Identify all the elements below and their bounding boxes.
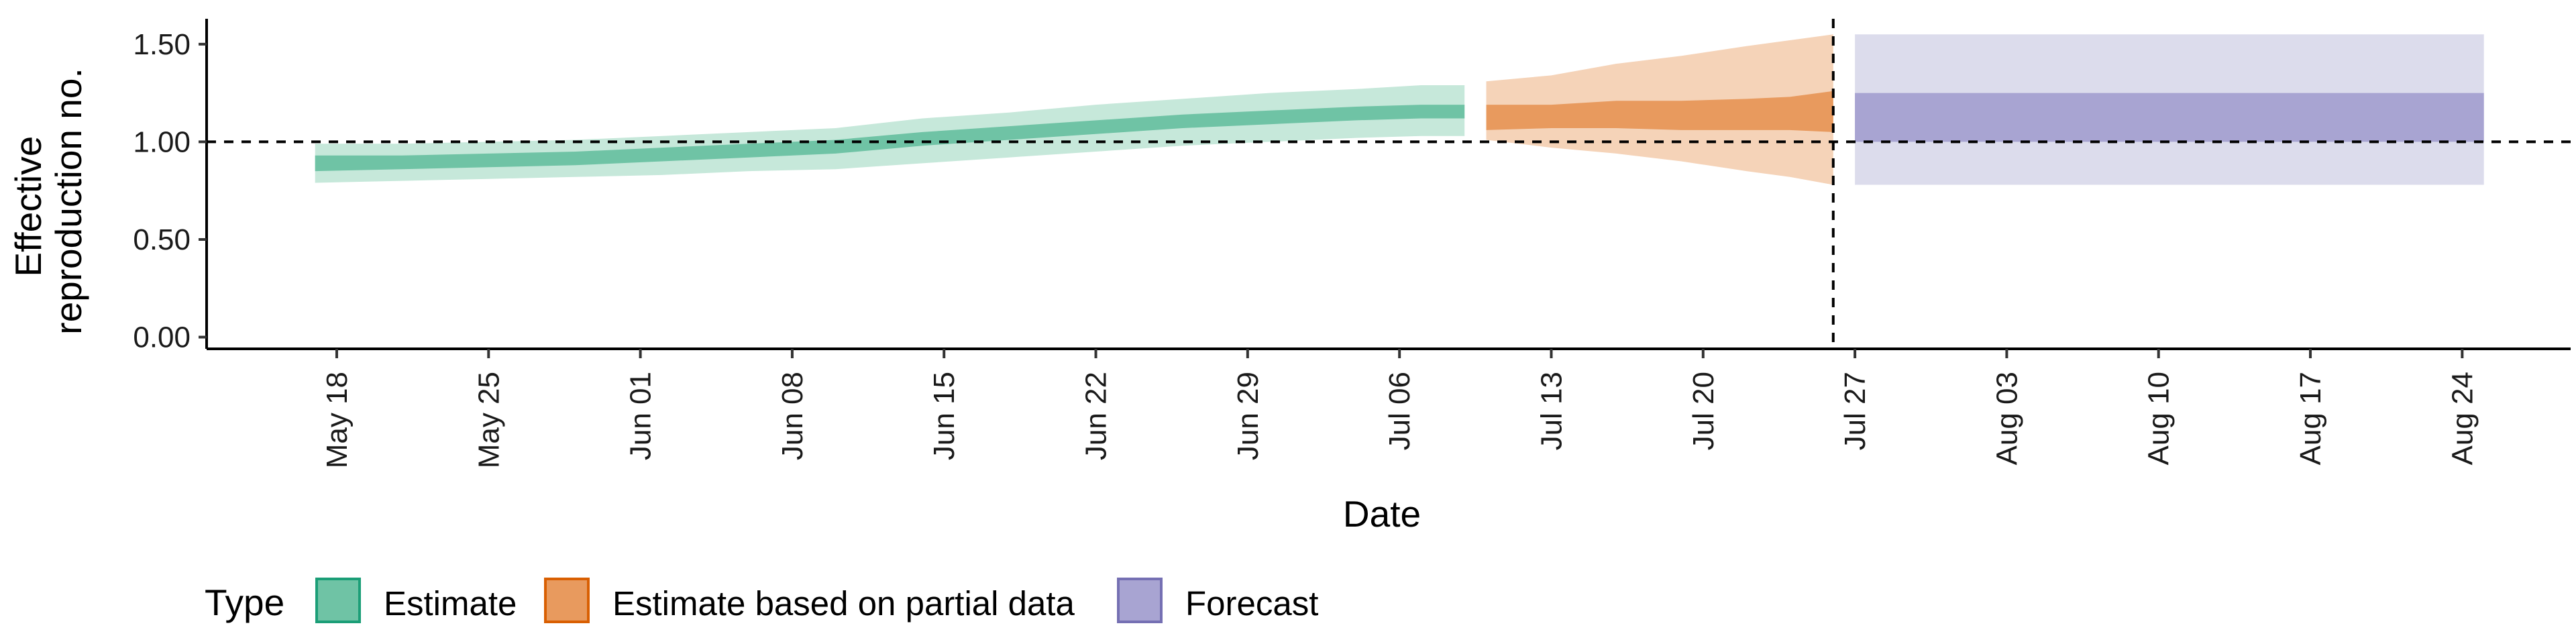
legend-key-forecast bbox=[1117, 578, 1163, 623]
legend: Type Estimate Estimate based on partial d… bbox=[205, 578, 1318, 623]
x-tick-label: Jun 08 bbox=[776, 372, 809, 460]
legend-label-estimate: Estimate bbox=[384, 584, 517, 623]
legend-key-estimate-based-on-partial-data bbox=[544, 578, 590, 623]
y-tick-label: 0.00 bbox=[133, 321, 191, 354]
x-tick-label: Jul 06 bbox=[1383, 372, 1416, 450]
y-tick-label: 1.00 bbox=[133, 125, 191, 158]
reference-lines bbox=[207, 19, 2571, 349]
bands-layer bbox=[315, 34, 2484, 185]
x-tick-label: Aug 24 bbox=[2446, 372, 2479, 465]
y-tick-label: 0.50 bbox=[133, 223, 191, 256]
legend-label-estimate-based-on-partial-data: Estimate based on partial data bbox=[612, 584, 1075, 623]
legend-label-forecast: Forecast bbox=[1185, 584, 1318, 623]
x-tick-label: Jun 29 bbox=[1232, 372, 1265, 460]
legend-title: Type bbox=[205, 582, 284, 623]
y-axis-title: Effective reproduction no. bbox=[7, 68, 89, 335]
x-tick-label: Aug 17 bbox=[2294, 372, 2327, 465]
x-tick-label: May 25 bbox=[472, 372, 505, 468]
x-tick-label: Jul 13 bbox=[1536, 372, 1568, 450]
x-tick-label: Jul 27 bbox=[1839, 372, 1872, 450]
x-tick-label: Jun 01 bbox=[625, 372, 657, 460]
x-axis-title: Date bbox=[1343, 493, 1421, 535]
x-tick-label: Aug 10 bbox=[2143, 372, 2176, 465]
svg-text:Effective reproduction n: Effective reproduction no. bbox=[7, 68, 89, 335]
x-tick-label: May 18 bbox=[321, 372, 354, 468]
x-tick-label: Aug 03 bbox=[1990, 372, 2023, 465]
y-tick-label: 1.50 bbox=[133, 28, 191, 61]
x-tick-label: Jul 20 bbox=[1687, 372, 1720, 450]
estimate-based-on-partial-data-inner-band bbox=[1486, 91, 1833, 132]
y-axis-title-line-2: reproduction no. bbox=[48, 68, 89, 335]
estimate-inner-band bbox=[315, 105, 1465, 172]
y-axis-title-line-1: Effective bbox=[7, 136, 49, 277]
legend-key-estimate bbox=[315, 578, 361, 623]
axes-layer: 0.00 0.50 1.00 1.50 May 18 May 25 Jun 01 Jun 08… bbox=[133, 19, 2571, 468]
forecast-inner-band bbox=[1855, 93, 2484, 142]
x-tick-label: Jun 22 bbox=[1080, 372, 1113, 460]
x-tick-label: Jun 15 bbox=[928, 372, 961, 460]
estimate-outer-band bbox=[315, 85, 1465, 183]
